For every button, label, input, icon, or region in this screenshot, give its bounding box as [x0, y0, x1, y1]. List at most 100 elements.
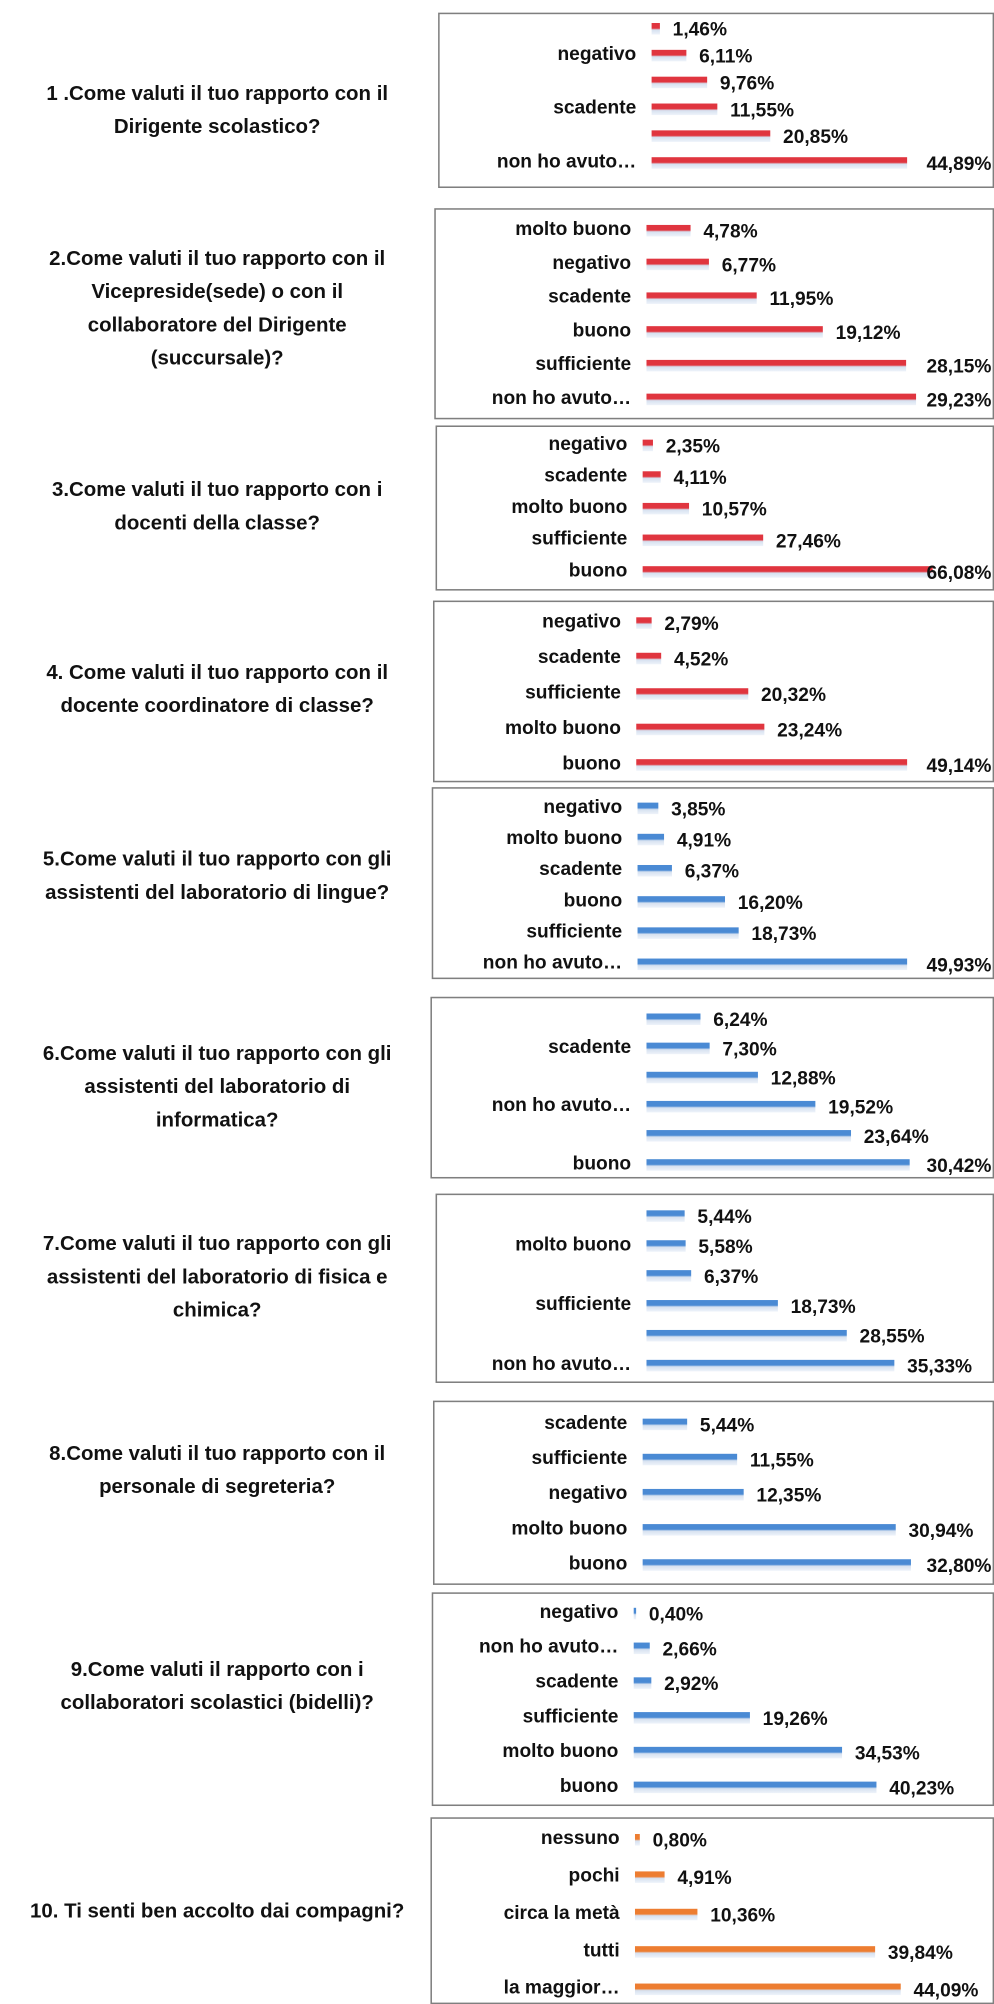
value-label: 12,88%: [771, 1069, 836, 1090]
value-label: 5,44%: [697, 1207, 751, 1228]
chart-title: 8.Come valuti il tuo rapporto con il: [49, 1442, 385, 1465]
bar: [646, 224, 691, 237]
value-label: 44,89%: [926, 154, 991, 175]
bar: [646, 1130, 852, 1142]
category-label: molto buono: [511, 1518, 627, 1539]
chart-title: assistenti del laboratorio di: [84, 1075, 350, 1098]
value-label: 6,24%: [713, 1010, 767, 1031]
bar: [634, 1834, 640, 1846]
panel-border: [432, 600, 994, 783]
value-label: 6,37%: [685, 862, 739, 883]
bar: [637, 958, 908, 971]
chart-panel: 5.Come valuti il tuo rapporto con gli ass…: [43, 787, 994, 980]
bar: [646, 1013, 701, 1026]
value-label: 3,85%: [671, 799, 725, 820]
category-label: sufficiente: [535, 1294, 631, 1315]
value-label: 10,36%: [710, 1906, 775, 1927]
category-label: scadente: [535, 1672, 618, 1693]
bar: [633, 1746, 843, 1759]
bar: [642, 502, 690, 515]
value-label: 28,15%: [926, 357, 991, 378]
chart-panel: 10. Ti senti ben accolto dai compagni? ne…: [30, 1817, 994, 2004]
bar: [646, 1042, 710, 1055]
value-label: 39,84%: [888, 1943, 953, 1964]
value-label: 19,52%: [828, 1098, 893, 1119]
chart-title: informatica?: [156, 1108, 279, 1131]
category-label: negativo: [552, 253, 631, 274]
bar: [646, 393, 917, 406]
bar: [642, 1524, 896, 1536]
value-label: 27,46%: [776, 531, 841, 552]
category-label: negativo: [549, 434, 628, 455]
value-label: 20,85%: [783, 127, 848, 148]
value-label: 11,95%: [769, 289, 833, 310]
bar: [633, 1712, 750, 1724]
category-label: sufficiente: [532, 1448, 628, 1469]
bar: [646, 1270, 692, 1282]
category-label: negativo: [543, 797, 622, 818]
bar: [633, 1607, 637, 1620]
category-label: buono: [569, 1553, 628, 1574]
chart-title: collaboratori scolastici (bidelli)?: [60, 1691, 373, 1714]
bar: [651, 76, 708, 89]
chart-title: assistenti del laboratorio di lingue?: [45, 881, 389, 904]
value-label: 29,23%: [926, 390, 991, 411]
panel-border: [432, 1400, 994, 1585]
category-label: scadente: [553, 98, 636, 119]
value-label: 5,44%: [700, 1415, 754, 1436]
chart-title: 6.Come valuti il tuo rapporto con gli: [43, 1042, 392, 1065]
bar: [651, 49, 687, 62]
category-label: sufficiente: [523, 1706, 619, 1727]
bar: [636, 759, 908, 771]
category-label: buono: [562, 753, 621, 774]
value-label: 2,92%: [664, 1674, 718, 1695]
chart-panel: 6.Come valuti il tuo rapporto con gli ass…: [43, 996, 994, 1179]
value-label: 16,20%: [738, 893, 803, 914]
category-label: molto buono: [505, 718, 621, 739]
bar: [646, 1100, 816, 1113]
panel-border: [430, 1817, 994, 2004]
bar: [646, 258, 709, 271]
category-label: pochi: [569, 1866, 620, 1887]
value-label: 40,23%: [889, 1778, 954, 1799]
category-label: sufficiente: [535, 354, 631, 375]
bar: [637, 833, 665, 846]
chart-title: collaboratore del Dirigente: [88, 313, 347, 336]
panel-border: [431, 787, 994, 980]
value-label: 4,91%: [677, 1868, 731, 1889]
value-label: 18,73%: [791, 1297, 856, 1318]
bar: [642, 1453, 738, 1466]
value-label: 18,73%: [751, 924, 816, 945]
chart-title: assistenti del laboratorio di fisica e: [47, 1265, 388, 1288]
value-label: 0,40%: [649, 1605, 703, 1626]
category-label: buono: [564, 890, 623, 911]
category-label: scadente: [538, 647, 621, 668]
chart-title: personale di segreteria?: [99, 1475, 335, 1498]
chart-title: 1 .Come valuti il tuo rapporto con il: [46, 82, 388, 105]
value-label: 11,55%: [750, 1451, 814, 1472]
value-label: 28,55%: [860, 1327, 925, 1348]
chart-title: chimica?: [173, 1299, 262, 1322]
bar: [636, 723, 765, 736]
category-label: la maggior…: [504, 1978, 620, 1999]
category-label: sufficiente: [525, 682, 621, 703]
bar: [646, 1300, 778, 1312]
chart-panel: 2.Come valuti il tuo rapporto con il Vice…: [49, 208, 994, 420]
chart-panel: 8.Come valuti il tuo rapporto con il pers…: [49, 1400, 994, 1585]
bar: [634, 1871, 665, 1883]
bar: [646, 1210, 685, 1222]
bar: [637, 864, 672, 877]
category-label: non ho avuto…: [483, 953, 622, 974]
bar: [642, 471, 661, 483]
value-label: 49,93%: [926, 955, 991, 976]
chart-title: 3.Come valuti il tuo rapporto con i: [52, 478, 382, 501]
value-label: 20,32%: [761, 685, 826, 706]
panel-border: [435, 425, 994, 591]
value-label: 10,57%: [702, 500, 767, 521]
bar: [636, 652, 662, 665]
value-label: 30,42%: [926, 1156, 991, 1177]
chart-title: 5.Come valuti il tuo rapporto con gli: [43, 848, 392, 871]
chart-title: 7.Come valuti il tuo rapporto con gli: [43, 1232, 392, 1255]
category-label: tutti: [583, 1940, 619, 1961]
